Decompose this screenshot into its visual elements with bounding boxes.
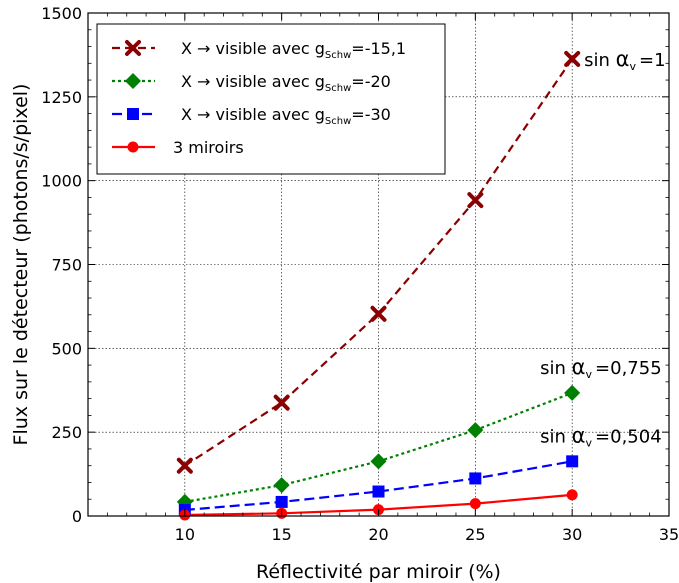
legend-marker-m3 bbox=[127, 141, 139, 153]
y-tick-label: 250 bbox=[51, 423, 82, 442]
x-axis-title: Réflectivité par miroir (%) bbox=[256, 561, 501, 583]
y-tick-label: 1000 bbox=[41, 172, 82, 191]
x-tick-label: 15 bbox=[271, 525, 291, 544]
legend-label-g151: X → visible avec gSchw=-15,1 bbox=[181, 39, 406, 61]
series-line-g30 bbox=[184, 460, 573, 512]
data-point-g20 bbox=[273, 477, 290, 494]
data-point-g151 bbox=[370, 305, 387, 322]
legend-label-g30: X → visible avec gSchw=-30 bbox=[181, 105, 391, 127]
x-tick-label: 20 bbox=[368, 525, 388, 544]
legend-label-g20: X → visible avec gSchw=-20 bbox=[181, 72, 391, 94]
data-point-g20 bbox=[370, 453, 387, 470]
data-point-g151 bbox=[564, 50, 581, 67]
y-tick-label: 750 bbox=[51, 256, 82, 275]
y-axis-title: Flux sur le détecteur (photons/s/pixel) bbox=[10, 84, 32, 446]
legend-marker-g20 bbox=[125, 73, 141, 89]
x-tick-label: 10 bbox=[175, 525, 195, 544]
sin-alpha-annotation: sin αv =0,755 bbox=[540, 355, 662, 381]
data-point-g20 bbox=[564, 384, 581, 401]
legend: X → visible avec gSchw=-15,1 X → visible … bbox=[96, 23, 446, 175]
axis-ticks: 10 15 20 25 30 35 0 250 500 750 1000 1250 1500 bbox=[41, 4, 679, 544]
data-point-g30 bbox=[372, 485, 385, 498]
y-tick-label: 1500 bbox=[41, 4, 82, 23]
data-point-m3 bbox=[469, 498, 481, 510]
y-tick-label: 0 bbox=[72, 507, 82, 526]
data-point-g30 bbox=[566, 455, 579, 468]
x-tick-label: 25 bbox=[465, 525, 485, 544]
data-point-g151 bbox=[467, 192, 484, 209]
legend-label-m3: 3 miroirs bbox=[173, 138, 244, 157]
y-tick-label: 500 bbox=[51, 339, 82, 358]
data-point-m3 bbox=[566, 489, 578, 501]
data-point-g30 bbox=[275, 495, 288, 508]
sin-alpha-annotation: sin αv =1 bbox=[584, 47, 665, 73]
data-point-g151 bbox=[176, 457, 193, 474]
annotations: sin αv =1 sin αv =0,755 sin αv =0,504 bbox=[540, 47, 665, 449]
x-tick-label: 35 bbox=[659, 525, 679, 544]
data-point-g151 bbox=[273, 394, 290, 411]
sin-alpha-annotation: sin αv =0,504 bbox=[540, 423, 662, 449]
y-tick-label: 1250 bbox=[41, 88, 82, 107]
data-point-g30 bbox=[469, 472, 482, 485]
x-tick-label: 30 bbox=[562, 525, 582, 544]
legend-marker-g151 bbox=[125, 40, 141, 56]
legend-marker-g30 bbox=[127, 108, 139, 120]
data-point-g20 bbox=[467, 422, 484, 439]
